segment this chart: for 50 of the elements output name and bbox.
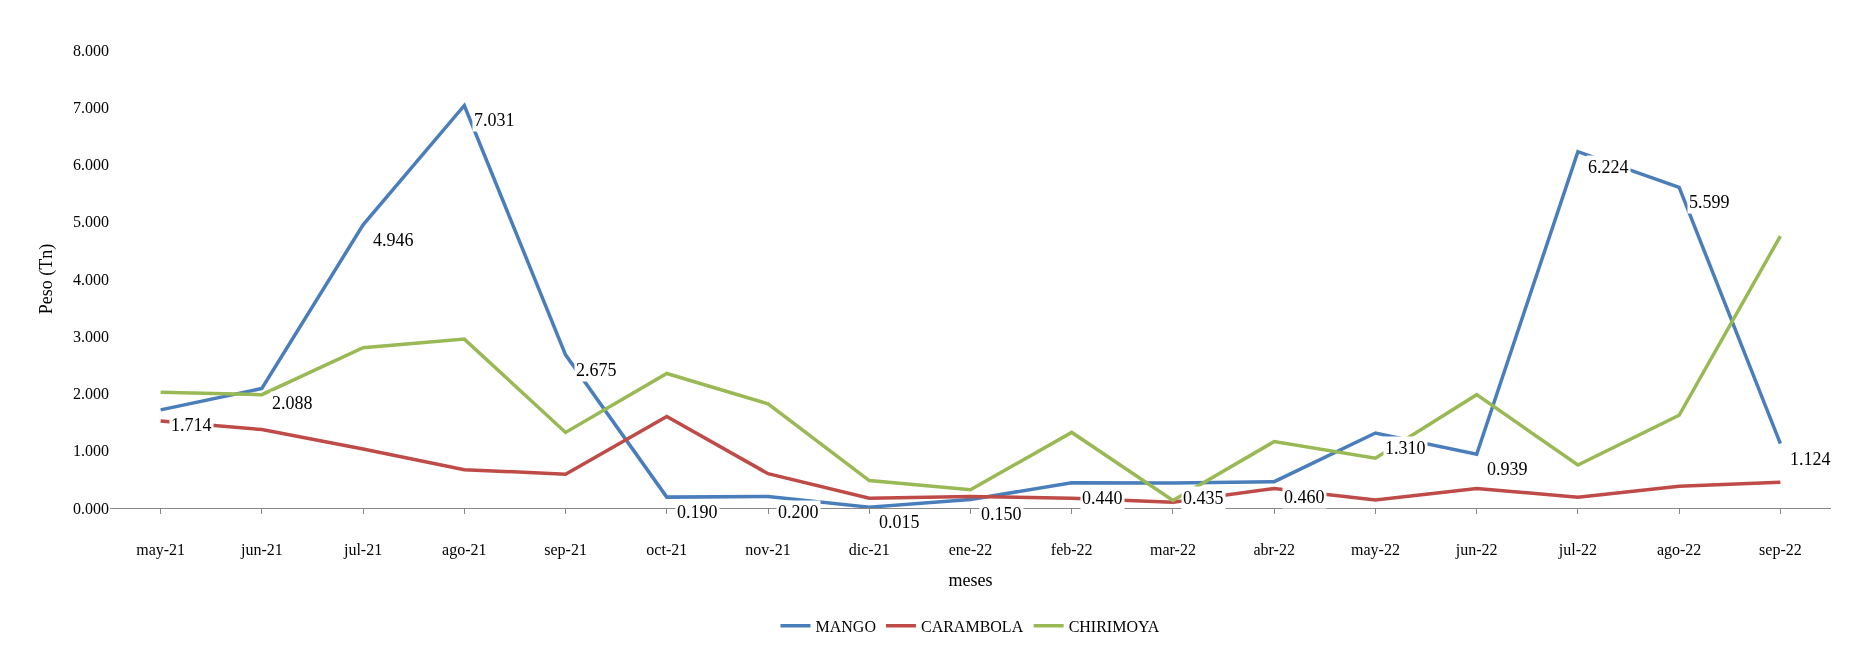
x-tick-label: jul-21 [342,541,383,560]
y-tick-label: 3.000 [73,327,109,345]
data-label: 2.675 [576,360,617,380]
y-tick-label: 4.000 [73,270,109,288]
legend-label: MANGO [815,617,876,635]
x-tick-label: abr-22 [1253,541,1295,559]
data-label: 0.150 [981,504,1022,524]
y-tick-label: 1.000 [73,442,109,460]
data-label: 0.440 [1082,488,1123,508]
x-tick-label: jun-22 [1454,541,1498,560]
line-series [158,414,1783,505]
data-label: 0.939 [1487,459,1528,479]
x-tick-label: nov-21 [745,541,791,559]
legend-label: CHIRIMOYA [1068,617,1160,635]
data-label: 0.435 [1183,488,1224,508]
data-label: 4.946 [373,230,414,250]
y-tick-label: 8.000 [73,41,109,59]
data-label: 1.714 [171,415,212,435]
data-label: 0.460 [1284,487,1325,507]
y-tick-label: 2.000 [73,385,109,403]
data-label: 7.031 [474,110,515,130]
y-tick-label: 6.000 [73,156,109,174]
y-tick-label: 0.000 [73,499,109,517]
y-tick-label: 5.000 [73,213,109,231]
x-tick-label: may-22 [1351,541,1400,560]
data-label: 1.310 [1385,438,1426,458]
x-tick-label: ago-21 [442,541,487,560]
x-tick-label: ago-22 [1656,541,1702,560]
data-label: 6.224 [1588,157,1629,177]
x-tick-label: jul-22 [1557,541,1598,560]
x-tick-label: jun-21 [239,541,283,560]
y-tick-label: 7.000 [73,98,109,116]
line-series [158,234,1783,503]
data-label: 2.088 [272,393,313,413]
x-tick-label: may-21 [136,541,186,560]
x-tick-label: dic-21 [848,541,890,559]
x-tick-label: oct-21 [646,541,688,559]
x-tick-label: sep-22 [1759,541,1802,560]
x-tick-label: mar-22 [1150,541,1196,559]
data-label: 0.190 [677,502,718,522]
x-tick-label: ene-22 [948,541,993,559]
y-axis-title: Peso (Tn) [36,243,58,315]
data-label: 0.015 [879,512,920,532]
x-tick-label: feb-22 [1050,541,1093,559]
data-label: 0.200 [778,502,819,522]
data-label: 5.599 [1689,192,1730,212]
x-axis-title: meses [948,570,993,591]
x-tick-label: sep-21 [544,541,587,560]
legend-label: CARAMBOLA [920,617,1024,635]
data-label: 1.124 [1790,449,1831,469]
